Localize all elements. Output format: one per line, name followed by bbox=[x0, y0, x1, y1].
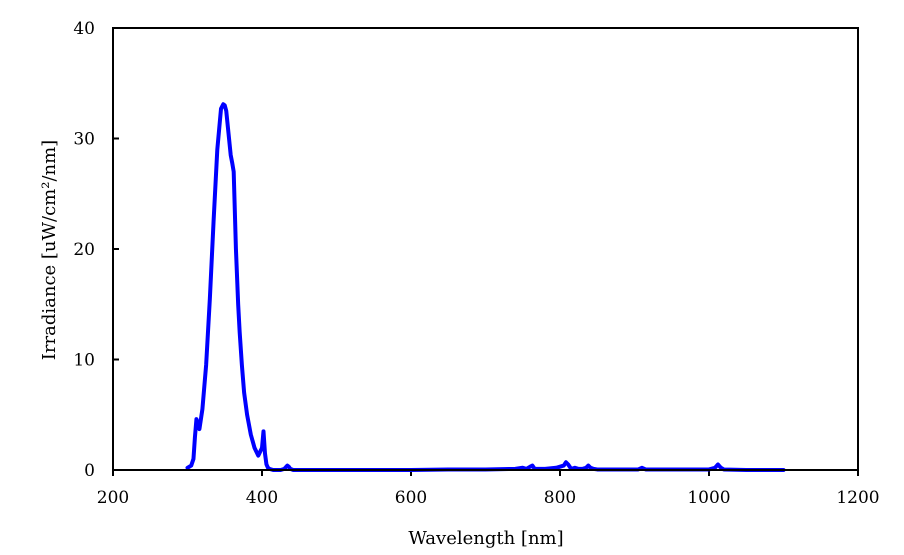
y-tick-label: 20 bbox=[73, 240, 95, 260]
x-tick-label: 1200 bbox=[836, 488, 879, 508]
y-axis-tick-labels: 0 10 20 30 40 bbox=[73, 19, 95, 481]
x-tick-label: 600 bbox=[395, 488, 427, 508]
irradiance-series-line bbox=[185, 102, 786, 472]
plot-area-frame bbox=[112, 27, 859, 471]
y-tick-label: 30 bbox=[73, 130, 95, 150]
y-tick-label: 40 bbox=[73, 19, 95, 39]
x-tick-label: 400 bbox=[246, 488, 278, 508]
y-tick-label: 10 bbox=[73, 351, 95, 371]
y-tick-label: 0 bbox=[84, 461, 95, 481]
x-tick-label: 1000 bbox=[687, 488, 730, 508]
y-axis-title: Irradiance [uW/cm²/nm] bbox=[39, 140, 60, 360]
x-tick-label: 200 bbox=[97, 488, 129, 508]
x-axis-tick-labels: 200 400 600 800 1000 1200 bbox=[97, 488, 880, 508]
x-tick-label: 800 bbox=[544, 488, 576, 508]
x-axis-title: Wavelength [nm] bbox=[408, 528, 563, 549]
